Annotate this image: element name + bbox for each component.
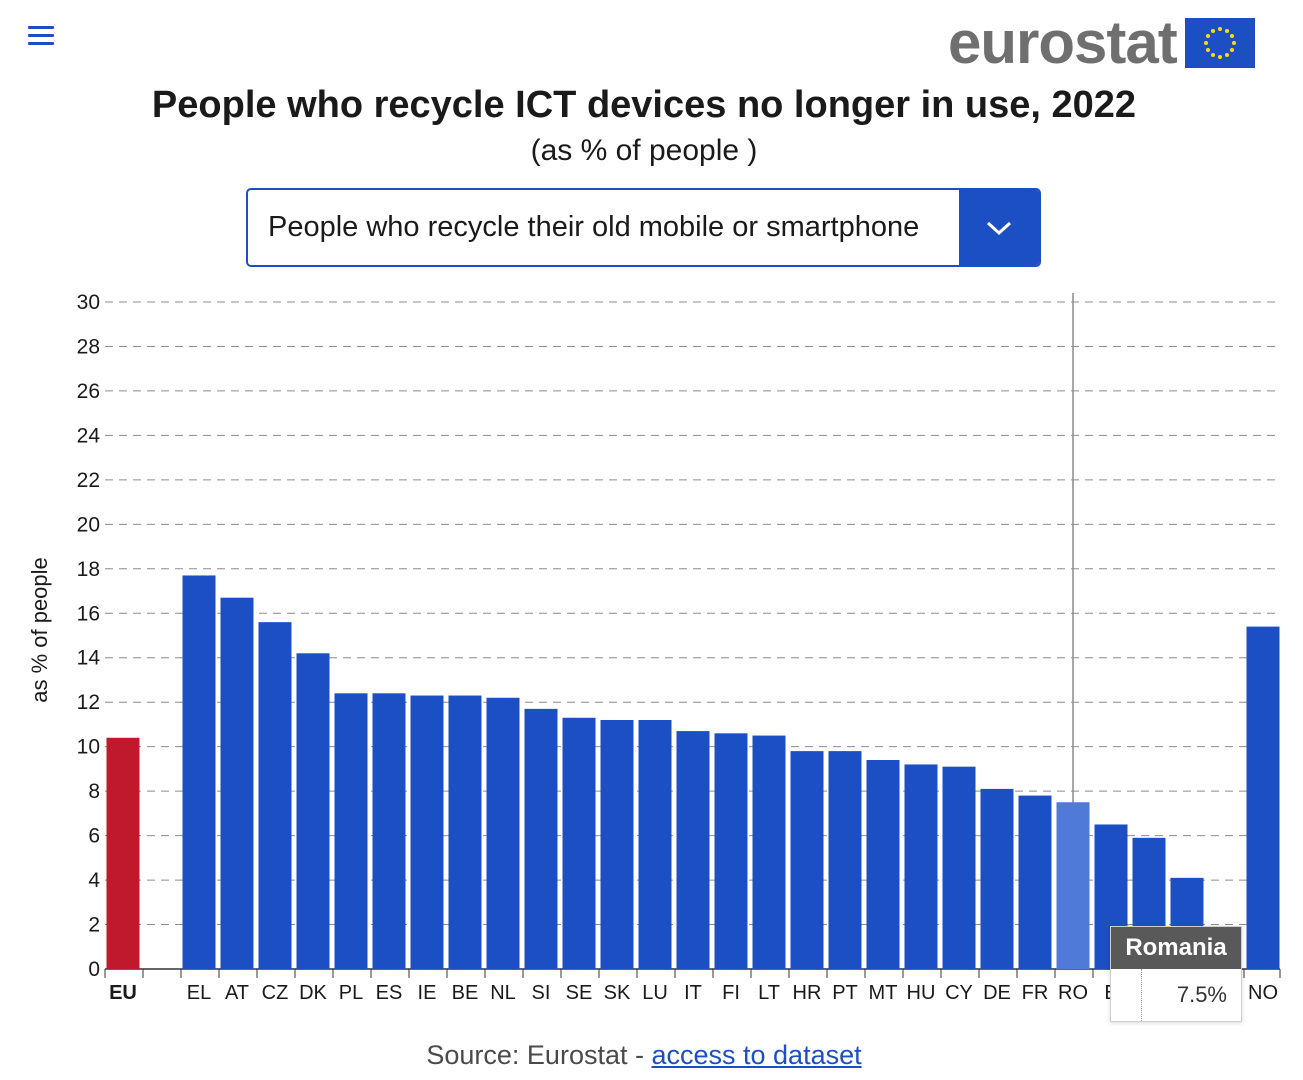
y-tick-label: 26 (77, 380, 100, 403)
x-tick-label: PT (832, 982, 858, 1004)
y-tick-label: 0 (88, 958, 100, 981)
x-tick-label: HU (907, 982, 936, 1004)
source-line: Source: Eurostat - access to dataset (0, 1040, 1288, 1071)
eurostat-logo[interactable]: eurostat (948, 9, 1255, 76)
x-tick-label: SE (566, 982, 593, 1004)
x-tick-label: IE (418, 982, 437, 1004)
y-tick-label: 10 (77, 736, 100, 759)
x-tick-label: CY (945, 982, 973, 1004)
bar-hu[interactable] (904, 764, 938, 969)
chevron-down-icon[interactable] (959, 190, 1039, 265)
x-tick-label: RO (1058, 982, 1088, 1004)
y-tick-label: 2 (88, 914, 100, 937)
y-tick-label: 8 (88, 780, 100, 803)
bar-fr[interactable] (1018, 795, 1052, 969)
bar-ie[interactable] (410, 695, 444, 969)
x-tick-label: NL (490, 982, 516, 1004)
eu-flag-icon (1184, 18, 1255, 68)
y-tick-label: 22 (77, 469, 100, 492)
bar-lt[interactable] (752, 735, 786, 969)
dataset-link[interactable]: access to dataset (651, 1040, 862, 1070)
x-tick-label: SI (532, 982, 551, 1004)
y-tick-label: 12 (77, 691, 100, 714)
bar-at[interactable] (220, 597, 254, 969)
indicator-select[interactable]: People who recycle their old mobile or s… (246, 188, 1041, 267)
bar-cy[interactable] (942, 766, 976, 969)
y-tick-label: 6 (88, 825, 100, 848)
y-tick-label: 14 (77, 647, 101, 670)
bar-sk[interactable] (600, 719, 634, 969)
logo-text: eurostat (948, 9, 1178, 76)
y-tick-label: 30 (77, 291, 100, 314)
indicator-select-value: People who recycle their old mobile or s… (268, 211, 920, 243)
y-tick-label: 20 (77, 513, 100, 536)
bar-nl[interactable] (486, 697, 520, 969)
hamburger-menu-icon[interactable] (28, 26, 54, 48)
x-tick-label: PL (339, 982, 363, 1004)
x-tick-label: HR (793, 982, 822, 1004)
bar-pt[interactable] (828, 751, 862, 969)
x-tick-label: IT (684, 982, 702, 1004)
bar-se[interactable] (562, 717, 596, 969)
y-tick-label: 16 (77, 602, 100, 625)
bar-it[interactable] (676, 731, 710, 969)
bar-ro[interactable] (1056, 802, 1090, 969)
x-tick-label: SK (604, 982, 631, 1004)
x-tick-label: LT (758, 982, 780, 1004)
x-tick-label: FI (722, 982, 740, 1004)
x-tick-label: EL (187, 982, 211, 1004)
y-tick-label: 4 (88, 869, 100, 892)
chart-subtitle: (as % of people ) (530, 134, 758, 167)
y-tick-label: 28 (77, 335, 100, 358)
y-tick-label: 18 (77, 558, 100, 581)
chart-tooltip: Romania 7.5% (1110, 926, 1242, 1022)
x-tick-label: AT (225, 982, 249, 1004)
x-tick-label: DK (299, 982, 327, 1004)
bar-mt[interactable] (866, 760, 900, 969)
bar-es[interactable] (372, 693, 406, 969)
x-tick-label: BE (452, 982, 479, 1004)
x-tick-label: FR (1022, 982, 1049, 1004)
bar-si[interactable] (524, 708, 558, 969)
x-tick-label: DE (983, 982, 1011, 1004)
bar-no[interactable] (1246, 626, 1280, 969)
x-tick-label: LU (642, 982, 668, 1004)
x-tick-label: EU (109, 982, 137, 1004)
x-tick-label: NO (1248, 982, 1278, 1004)
bar-be[interactable] (448, 695, 482, 969)
tooltip-value: 7.5% (1141, 969, 1241, 1021)
bar-cz[interactable] (258, 622, 292, 969)
bar-el[interactable] (182, 575, 216, 969)
x-tick-label: CZ (262, 982, 289, 1004)
bar-fi[interactable] (714, 733, 748, 969)
y-tick-label: 24 (77, 424, 101, 447)
tooltip-country: Romania (1111, 927, 1241, 969)
bar-de[interactable] (980, 788, 1014, 969)
chart-title: People who recycle ICT devices no longer… (151, 84, 1137, 126)
bar-hr[interactable] (790, 751, 824, 969)
bar-eu[interactable] (106, 737, 140, 969)
x-tick-label: ES (376, 982, 403, 1004)
source-prefix: Source: Eurostat - (426, 1040, 652, 1070)
bar-lu[interactable] (638, 719, 672, 969)
x-tick-label: MT (869, 982, 898, 1004)
bar-pl[interactable] (334, 693, 368, 969)
bar-dk[interactable] (296, 653, 330, 969)
